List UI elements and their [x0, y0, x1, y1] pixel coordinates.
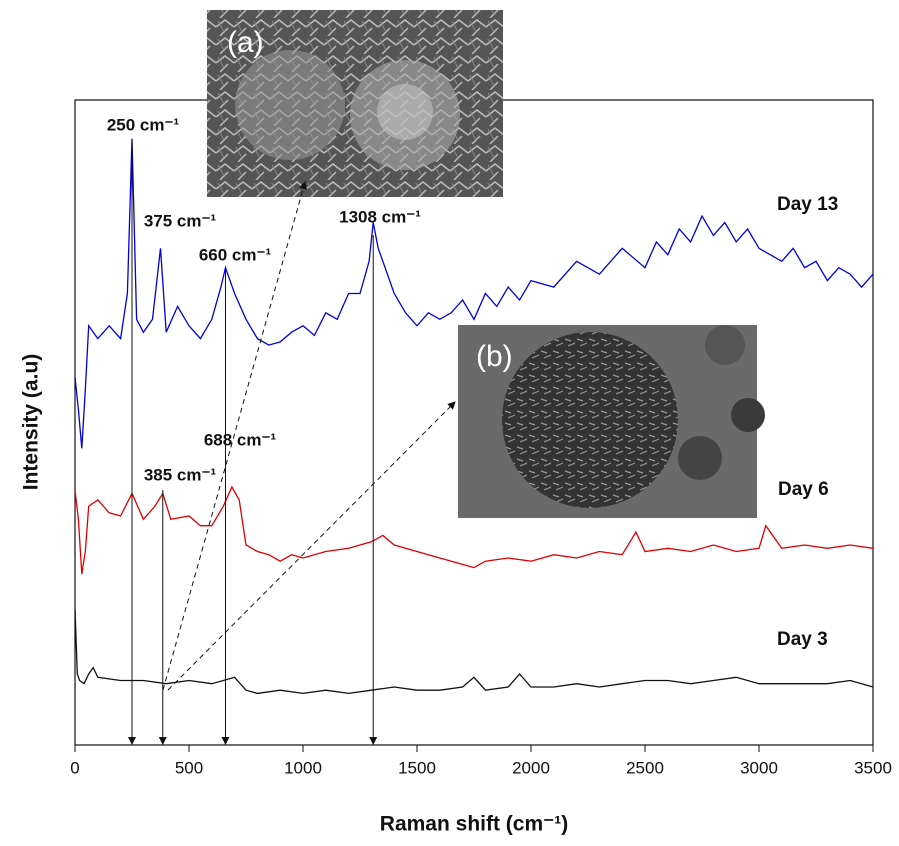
peak-label: 1308 cm⁻¹ [339, 207, 421, 226]
peak-label: 688 cm⁻¹ [204, 430, 277, 449]
series-label: Day 3 [777, 629, 828, 650]
peak-label: 375 cm⁻¹ [144, 211, 217, 230]
peak-label: 385 cm⁻¹ [144, 465, 217, 484]
particle [502, 332, 678, 508]
pointer-arrow [167, 401, 456, 691]
plot-layer: 0 500 1000 1500 2000 2500 3000 3500 Day 13 Day 6 D… [70, 138, 892, 777]
peak-label: 250 cm⁻¹ [107, 115, 180, 134]
inset-a: (a) [207, 10, 503, 197]
x-tick-label: 0 [70, 758, 79, 777]
spectrum-line [74, 485, 874, 575]
pointer-arrow [162, 181, 307, 691]
y-axis-title: Intensity (a.u) [20, 354, 43, 491]
x-tick-label: 500 [175, 758, 203, 777]
particle [731, 398, 765, 432]
inset-b: (b) [458, 325, 765, 518]
x-tick-label: 1500 [398, 758, 436, 777]
spectrum-line [74, 138, 874, 449]
flower-center [377, 84, 433, 140]
spectrum-line [74, 609, 874, 695]
x-tick-label: 1000 [284, 758, 322, 777]
x-tick-label: 3500 [854, 758, 892, 777]
x-axis-title: Raman shift (cm⁻¹) [380, 813, 568, 836]
x-tick-label: 2500 [626, 758, 664, 777]
inset-label: (b) [476, 340, 513, 373]
series-label: Day 13 [777, 194, 838, 215]
flower [235, 50, 345, 160]
inset-label: (a) [227, 26, 264, 59]
particle [678, 436, 722, 480]
series-label: Day 6 [778, 479, 829, 500]
peak-label: 660 cm⁻¹ [199, 245, 272, 264]
x-tick-label: 3000 [740, 758, 778, 777]
x-tick-label: 2000 [512, 758, 550, 777]
particle [705, 325, 745, 365]
